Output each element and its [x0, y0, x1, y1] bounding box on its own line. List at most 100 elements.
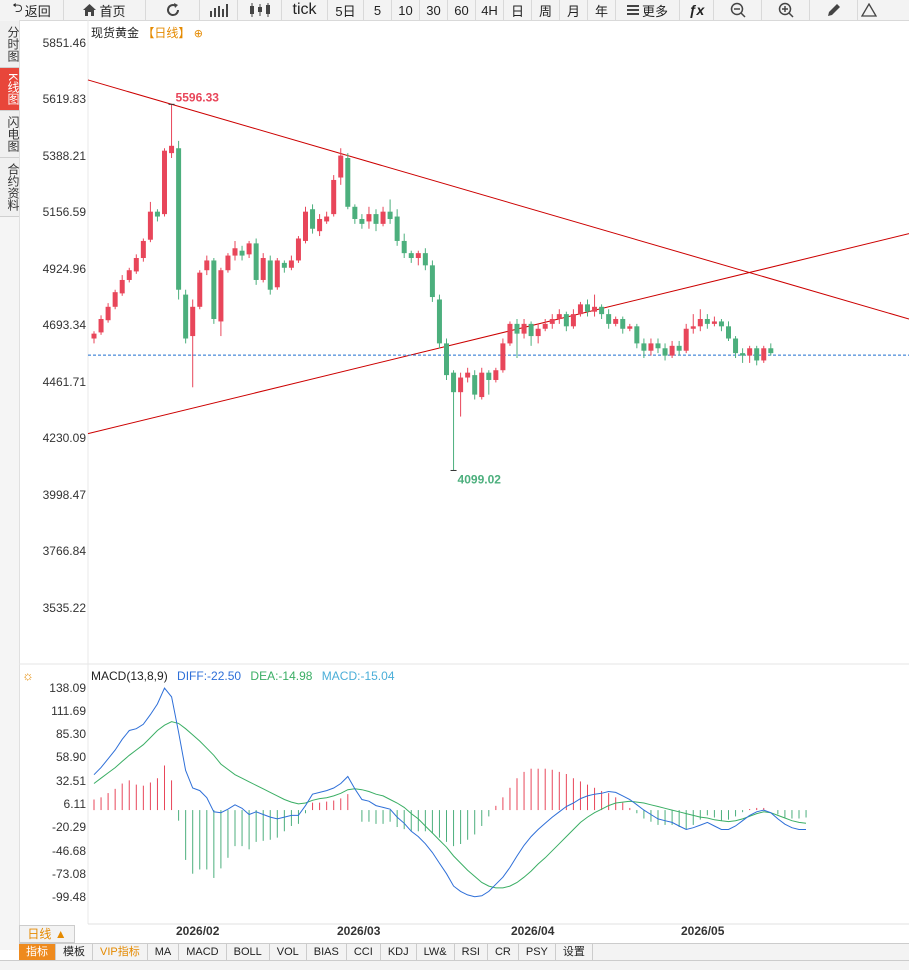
macd-axis-label: 32.51 — [55, 774, 86, 788]
tab-macd[interactable]: MACD — [179, 944, 227, 961]
tab-lw[interactable]: LW& — [417, 944, 455, 961]
x-axis-label: 2026/05 — [681, 924, 725, 938]
triangle-icon — [860, 3, 877, 17]
candle-body — [274, 260, 280, 288]
refresh-button[interactable] — [146, 0, 200, 20]
candle-body — [387, 211, 393, 219]
candle-body — [105, 306, 111, 321]
candle-body — [669, 345, 675, 356]
tab-cr[interactable]: CR — [488, 944, 519, 961]
tab-boll[interactable]: BOLL — [227, 944, 270, 961]
candle-body — [140, 240, 146, 259]
candle-body — [507, 323, 513, 344]
candle-body — [676, 345, 682, 351]
candle-body — [169, 145, 175, 154]
pencil-icon — [827, 3, 841, 17]
tick-button[interactable]: tick — [282, 0, 328, 20]
candle-body — [655, 343, 661, 349]
tab-indicators[interactable]: 指标 — [19, 944, 56, 961]
period-10min[interactable]: 10 — [392, 0, 420, 20]
candle-body — [154, 211, 160, 217]
price-axis-label: 5619.83 — [42, 92, 86, 106]
x-axis-label: 2026/02 — [176, 924, 220, 938]
period-day[interactable]: 日 — [504, 0, 532, 20]
candle-body — [521, 323, 527, 334]
indicator-tabs: 指标 模板 VIP指标 MA MACD BOLL VOL BIAS CCI KD… — [19, 943, 909, 961]
ascending-trendline — [87, 233, 909, 435]
candle-body — [401, 240, 407, 254]
dea-value: DEA:-14.98 — [250, 669, 313, 683]
period-5day[interactable]: 5日 — [328, 0, 364, 20]
tab-psy[interactable]: PSY — [519, 944, 556, 961]
candle-body — [577, 304, 583, 315]
candle-body — [239, 250, 245, 256]
price-axis-label: 5851.46 — [42, 36, 86, 50]
candle-body — [690, 326, 696, 329]
period-month[interactable]: 月 — [560, 0, 588, 20]
tab-rsi[interactable]: RSI — [455, 944, 488, 961]
tab-timeshare[interactable]: 分时图 — [0, 21, 20, 68]
draw-line-button[interactable] — [810, 0, 858, 20]
period-60min[interactable]: 60 — [448, 0, 476, 20]
period-4h[interactable]: 4H — [476, 0, 504, 20]
price-axis-label: 3998.47 — [42, 488, 86, 502]
tab-cci[interactable]: CCI — [347, 944, 381, 961]
zoom-out-icon — [730, 2, 746, 18]
period-30min[interactable]: 30 — [420, 0, 448, 20]
candle-body — [204, 260, 210, 271]
candle-body — [119, 279, 125, 294]
dea-line — [93, 721, 807, 889]
candle-body — [225, 255, 231, 271]
left-sidebar — [0, 20, 20, 950]
candle-body — [747, 348, 753, 356]
formula-button[interactable]: ƒx — [680, 0, 714, 20]
tab-kline[interactable]: K线图 — [0, 68, 20, 112]
candle-body — [683, 328, 689, 351]
tab-kdj[interactable]: KDJ — [381, 944, 417, 961]
candle-body — [458, 377, 464, 393]
tab-vip-indicators[interactable]: VIP指标 — [93, 944, 148, 961]
candle-body — [500, 343, 506, 371]
candle-body — [190, 306, 196, 337]
price-axis-label: 4693.34 — [42, 318, 86, 332]
back-arrow-icon: ⮌ — [12, 0, 23, 15]
tab-templates[interactable]: 模板 — [56, 944, 93, 961]
back-button[interactable]: ⮌ 返回 — [0, 0, 64, 20]
price-axis-label: 4230.09 — [42, 431, 86, 445]
draw-shape-button[interactable] — [858, 0, 879, 20]
period-5min[interactable]: 5 — [364, 0, 392, 20]
candle-body — [556, 314, 562, 319]
period-select-button[interactable]: 日线 ▲ — [19, 925, 75, 943]
tab-bias[interactable]: BIAS — [307, 944, 347, 961]
candle-body — [528, 323, 534, 337]
candle-body — [740, 353, 746, 356]
tab-ma[interactable]: MA — [148, 944, 180, 961]
candle-body — [373, 214, 379, 224]
candle-body — [472, 375, 478, 395]
tab-vol[interactable]: VOL — [270, 944, 307, 961]
macd-axis-label: 58.90 — [55, 750, 86, 764]
price-axis-label: 5156.59 — [42, 205, 86, 219]
candle-body — [535, 328, 541, 337]
candle-body — [408, 253, 414, 259]
period-year[interactable]: 年 — [588, 0, 616, 20]
more-button[interactable]: 更多 — [616, 0, 680, 20]
zoom-in-button[interactable] — [762, 0, 810, 20]
side-tabs: 分时图 K线图 闪电图 合约资料 — [0, 21, 20, 218]
chart-type-button[interactable] — [200, 0, 238, 20]
pin-icon[interactable]: ⊕ — [193, 28, 203, 40]
home-button[interactable]: 首页 — [64, 0, 146, 20]
tab-settings[interactable]: 设置 — [556, 944, 593, 961]
candle-body — [592, 306, 598, 312]
candle-body — [754, 348, 760, 361]
macd-title: MACD(13,8,9) DIFF:-22.50 DEA:-14.98 MACD… — [91, 669, 401, 683]
candle-type-button[interactable] — [238, 0, 282, 20]
price-axis-label: 5388.21 — [42, 149, 86, 163]
tab-flash[interactable]: 闪电图 — [0, 111, 20, 159]
low-price-annotation: 4099.02 — [458, 472, 502, 486]
zoom-out-button[interactable] — [714, 0, 762, 20]
sun-settings-icon[interactable]: ☼ — [22, 668, 34, 683]
period-week[interactable]: 周 — [532, 0, 560, 20]
tab-contract-info[interactable]: 合约资料 — [0, 158, 20, 218]
candle-body — [324, 216, 330, 222]
